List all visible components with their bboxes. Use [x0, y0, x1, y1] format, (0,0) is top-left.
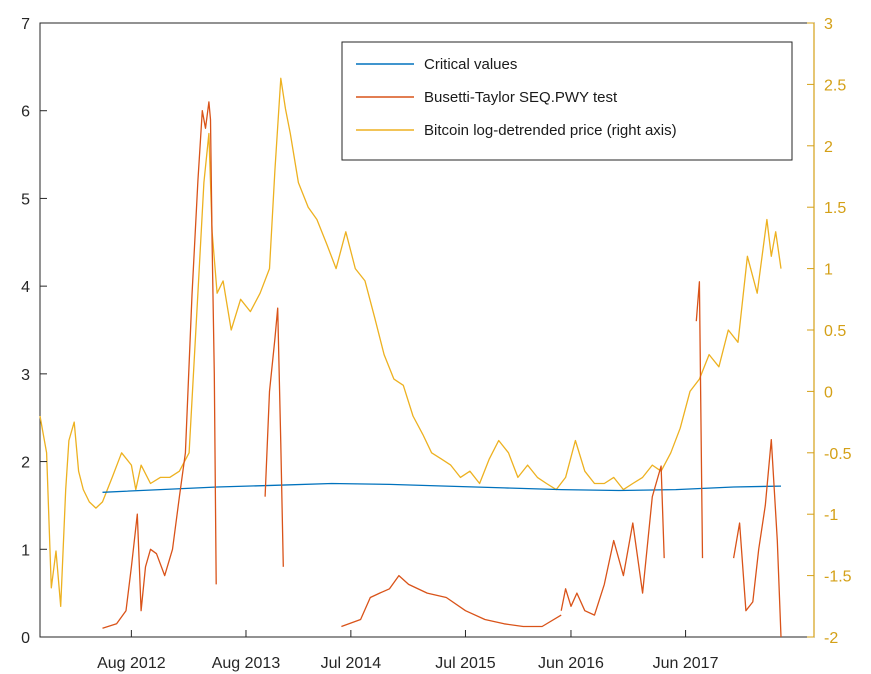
right-axis-tick-label: 1 — [824, 262, 833, 279]
right-axis-tick-label: 0.5 — [824, 323, 846, 340]
series-line-busetti-taylor — [264, 307, 284, 567]
axis-layer: 0 1 2 3 4 5 6 7 -2 -1.5 -1 -0.5 0 0.5 1 1.5 2 2.5 3 Aug 201… — [21, 16, 852, 672]
series-line-busetti-taylor — [341, 574, 562, 628]
series-line-critical-values — [102, 482, 782, 493]
x-axis-tick-label: Aug 2012 — [97, 655, 166, 672]
right-axis-tick-label: 3 — [824, 16, 833, 33]
right-axis-tick-label: -0.5 — [824, 446, 852, 463]
legend-label: Bitcoin log-detrended price (right axis) — [424, 122, 677, 139]
left-axis-tick-label: 4 — [21, 279, 30, 296]
x-axis-tick-label: Jun 2016 — [538, 655, 604, 672]
right-axis-tick-label: -1 — [824, 507, 838, 524]
legend: Critical values Busetti-Taylor SEQ.PWY te… — [341, 41, 793, 161]
x-axis-tick-label: Jul 2014 — [321, 655, 382, 672]
series-line-busetti-taylor — [695, 281, 704, 559]
left-axis-tick-label: 7 — [21, 16, 30, 33]
x-axis-tick-label: Jul 2015 — [435, 655, 496, 672]
right-axis-tick-label: 1.5 — [824, 200, 846, 217]
series-line-busetti-taylor — [732, 438, 782, 638]
legend-label: Busetti-Taylor SEQ.PWY test — [424, 89, 618, 106]
right-axis-tick-label: 2 — [824, 139, 833, 156]
right-axis-tick-label: 0 — [824, 384, 833, 401]
legend-box — [341, 41, 793, 161]
left-axis-tick-label: 0 — [21, 630, 30, 647]
series-layer — [39, 77, 782, 638]
left-axis-tick-label: 3 — [21, 367, 30, 384]
series-line-bitcoin-price — [39, 77, 782, 607]
series-line-busetti-taylor — [560, 465, 665, 616]
right-axis-tick-label: 2.5 — [824, 77, 846, 94]
left-axis-tick-label: 1 — [21, 542, 30, 559]
series-line-busetti-taylor — [102, 101, 217, 629]
x-axis-tick-label: Jun 2017 — [653, 655, 719, 672]
right-axis-tick-label: -2 — [824, 630, 838, 647]
left-axis-tick-label: 6 — [21, 104, 30, 121]
x-axis-tick-label: Aug 2013 — [212, 655, 281, 672]
legend-label: Critical values — [424, 56, 517, 73]
left-axis-tick-label: 5 — [21, 191, 30, 208]
left-axis-tick-label: 2 — [21, 455, 30, 472]
right-axis-tick-label: -1.5 — [824, 569, 852, 586]
